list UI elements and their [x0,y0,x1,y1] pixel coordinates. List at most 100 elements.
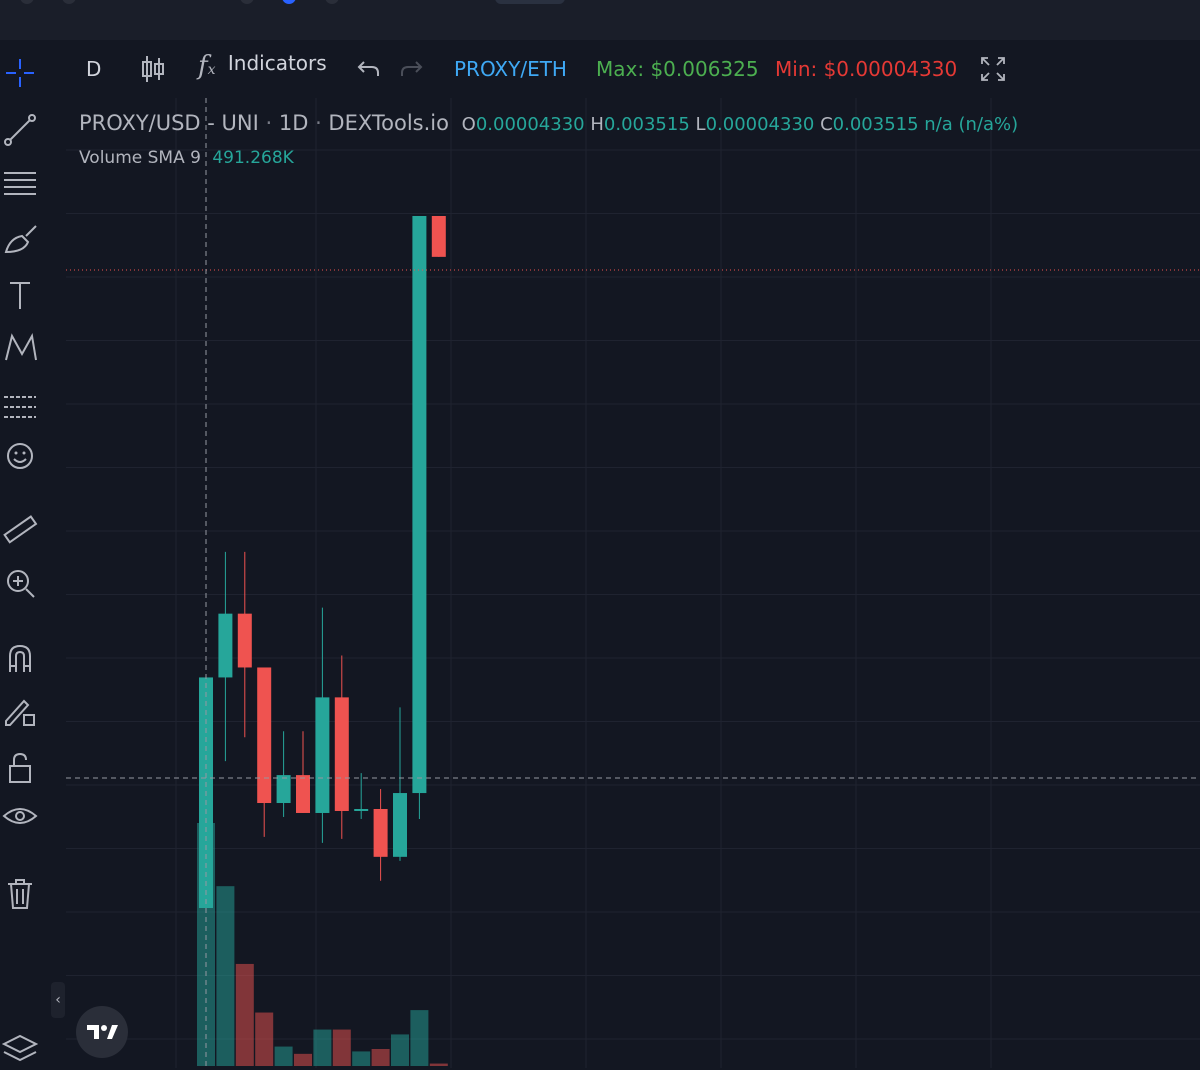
text-tool[interactable] [2,277,38,313]
emoji-tool[interactable] [2,438,38,474]
legend-o-label: O [461,114,476,135]
lock-tool[interactable] [2,750,38,786]
max-price: Max: $0.006325 [596,57,759,81]
candle-body [257,667,272,804]
legend-exchange: UNI [221,111,259,135]
volume-bar [255,1012,274,1066]
min-price: Min: $0.00004330 [775,57,958,81]
tv-logo-icon [87,1025,118,1039]
brush-icon [4,225,37,254]
eye-icon [2,808,38,824]
candle-body [276,775,291,804]
forecast-icon [4,396,36,418]
legend-change: n/a (n/a%) [924,114,1019,135]
emoji-icon [7,443,33,469]
chart-type-button[interactable] [140,54,166,89]
redo-icon [401,61,423,76]
legend-h-value: 0.003515 [603,114,690,135]
legend-timeframe: 1D [278,111,309,135]
crosshair-tool[interactable] [2,55,38,91]
volume-bar [332,1029,351,1066]
undo-icon [357,61,379,76]
volume-bar [371,1048,390,1066]
top-dot-icon [20,0,34,4]
top-pill [495,0,565,4]
candle-body [218,613,233,678]
redo-button[interactable] [398,56,424,85]
lock-drawing-icon [5,699,35,726]
top-dot-icon [240,0,254,4]
eye-tool[interactable] [2,798,38,834]
top-active-dot-icon [282,0,296,4]
top-dot-icon [62,0,76,4]
browser-top-strip [0,0,1200,40]
volume-bar [294,1053,312,1066]
volume-bar [274,1046,293,1066]
function-icon: fx [198,51,216,81]
trash-tool[interactable] [2,876,38,912]
volume-label: Volume SMA 9 [79,148,201,168]
candle-body [373,808,388,857]
volume-bar [235,963,254,1066]
ruler-icon [3,515,38,544]
undo-button[interactable] [356,56,382,85]
fullscreen-button[interactable] [980,56,1006,87]
crosshair-icon [6,59,34,87]
text-icon [10,282,30,309]
chart-legend: PROXY/USD - UNI · 1D · DEXTools.io O0.00… [79,111,1019,135]
trend-line-icon [4,114,36,146]
trash-icon [8,879,32,909]
price-chart[interactable] [66,98,1200,1068]
legend-c-label: C [820,114,833,135]
volume-bar [216,886,235,1066]
trend-line-tool[interactable] [2,112,38,148]
interval-button[interactable]: D [86,57,102,81]
volume-bar [410,1010,429,1066]
legend-h-label: H [590,114,604,135]
lock-icon [9,752,31,783]
top-dot-icon [325,0,339,4]
lock-drawing-tool[interactable] [2,693,38,729]
candles-icon [142,56,164,82]
magnet-icon [9,644,31,672]
volume-legend: Volume SMA 9 491.268K [79,148,294,168]
tradingview-logo[interactable] [76,1006,128,1058]
collapse-toolbar-button[interactable]: ‹ [51,982,65,1018]
zoom-in-icon [7,570,35,598]
drawing-toolbar [0,40,58,1068]
chart-toolbar [0,40,1200,98]
indicators-button[interactable]: fx Indicators [198,51,327,82]
legend-symbol: PROXY/USD [79,111,201,135]
legend-source: DEXTools.io [328,111,449,135]
zoom-in-tool[interactable] [2,565,38,601]
layers-tool[interactable] [1,1030,39,1066]
candle-body [315,697,330,813]
fib-retracement-tool[interactable] [2,165,38,201]
volume-bar [352,1051,371,1066]
pattern-tool[interactable] [2,330,38,366]
legend-o-value: 0.00004330 [475,114,585,135]
candle-body [334,697,349,811]
candle-body [354,808,369,811]
magnet-tool[interactable] [2,640,38,676]
forecast-tool[interactable] [2,387,38,423]
legend-c-value: 0.003515 [832,114,919,135]
candle-body [237,613,252,668]
volume-bar [429,1063,448,1066]
brush-tool[interactable] [2,222,38,258]
volume-bar [313,1029,332,1066]
legend-l-value: 0.00004330 [705,114,815,135]
fib-retracement-icon [4,172,36,195]
candle-body [393,793,407,857]
volume-value: 491.268K [212,148,294,168]
legend-l-label: L [695,114,706,135]
chevron-left-icon: ‹ [55,992,61,1008]
volume-bar [391,1034,409,1066]
indicators-label: Indicators [227,51,327,75]
pattern-icon [5,333,37,361]
candle-body [296,775,310,813]
candle-body [412,216,427,794]
pair-link[interactable]: PROXY/ETH [454,57,567,81]
candle-body [431,216,446,257]
ruler-tool[interactable] [2,511,38,547]
